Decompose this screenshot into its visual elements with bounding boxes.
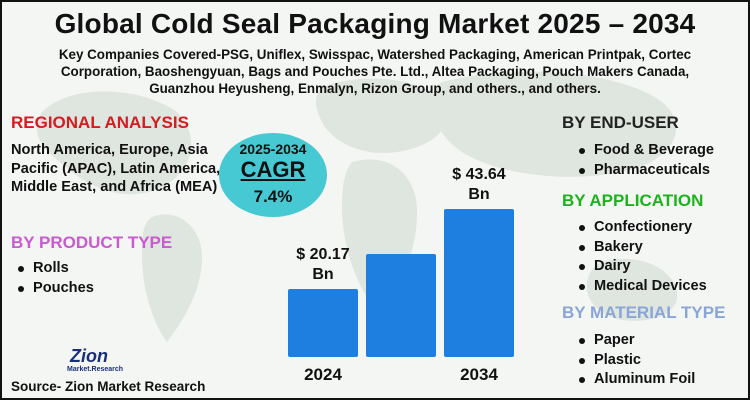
bar-2024 bbox=[288, 289, 358, 357]
logo-subtitle: Market.Research bbox=[67, 366, 124, 373]
end-user-heading: BY END-USER bbox=[562, 113, 679, 132]
bar-2034 bbox=[444, 209, 514, 357]
source-text: Source- Zion Market Research bbox=[11, 379, 206, 394]
material-type-list: Paper Plastic Aluminum Foil bbox=[572, 331, 695, 390]
list-item: Pharmaceuticals bbox=[572, 161, 714, 181]
application-heading: BY APPLICATION bbox=[562, 191, 704, 210]
material-type-heading: BY MATERIAL TYPE bbox=[562, 303, 726, 322]
x-tick-label: 2034 bbox=[460, 365, 498, 384]
zion-logo: Zion Market.Research bbox=[62, 346, 126, 376]
list-item: Pouches bbox=[11, 279, 94, 299]
list-item: Medical Devices bbox=[572, 277, 707, 297]
bar-data-label: $ 20.17 Bn bbox=[296, 246, 350, 283]
list-item: Paper bbox=[572, 331, 695, 351]
list-item: Plastic bbox=[572, 351, 695, 371]
page-title: Global Cold Seal Packaging Market 2025 –… bbox=[54, 8, 696, 39]
list-item: Aluminum Foil bbox=[572, 370, 695, 390]
list-item: Dairy bbox=[572, 257, 707, 277]
cagr-years: 2025-2034 bbox=[239, 141, 307, 157]
product-type-list: Rolls Pouches bbox=[11, 259, 94, 298]
cagr-label: CAGR bbox=[240, 157, 306, 182]
list-item: Food & Beverage bbox=[572, 141, 714, 161]
list-item: Rolls bbox=[11, 259, 94, 279]
product-type-heading: BY PRODUCT TYPE bbox=[11, 233, 173, 252]
list-item: Bakery bbox=[572, 238, 707, 258]
application-list: Confectionery Bakery Dairy Medical Devic… bbox=[572, 218, 707, 296]
x-tick-label: 2024 bbox=[304, 365, 342, 384]
regional-analysis-heading: REGIONAL ANALYSIS bbox=[11, 113, 189, 132]
cagr-badge: 2025-2034 CAGR 7.4% bbox=[219, 133, 327, 217]
cagr-value: 7.4% bbox=[253, 187, 293, 206]
logo-name: Zion bbox=[70, 346, 108, 366]
market-size-bar-chart: $ 20.17 Bn 2024 $ 43.64 Bn 2034 bbox=[272, 152, 532, 397]
bar-series-1 bbox=[366, 254, 436, 357]
regional-analysis-text: North America, Europe, Asia Pacific (APA… bbox=[11, 142, 221, 195]
list-item: Confectionery bbox=[572, 218, 707, 238]
end-user-list: Food & Beverage Pharmaceuticals bbox=[572, 141, 714, 180]
bar-data-label: $ 43.64 Bn bbox=[452, 166, 506, 203]
key-companies-text: Key Companies Covered-PSG, Uniflex, Swis… bbox=[58, 47, 692, 96]
